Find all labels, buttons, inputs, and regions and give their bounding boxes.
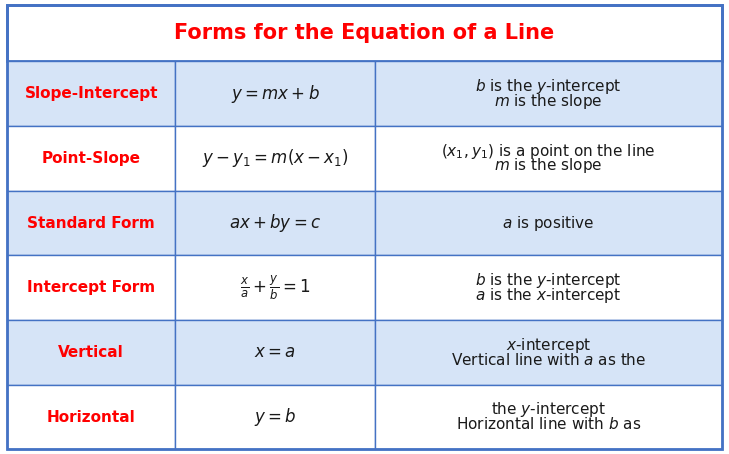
Text: Vertical: Vertical	[58, 345, 124, 360]
Bar	[175, 61, 375, 126]
Text: $a$ is the $x$-intercept: $a$ is the $x$-intercept	[475, 286, 622, 305]
Bar	[375, 385, 722, 449]
Text: $x = a$: $x = a$	[254, 344, 296, 361]
Bar	[175, 256, 375, 320]
Bar	[7, 256, 175, 320]
Text: $m$ is the slope: $m$ is the slope	[494, 92, 603, 111]
Text: $m$ is the slope: $m$ is the slope	[494, 156, 603, 175]
Bar	[7, 61, 175, 126]
Text: $ax+by = c$: $ax+by = c$	[229, 212, 321, 234]
Bar	[7, 385, 175, 449]
Bar	[175, 126, 375, 191]
Text: Horizontal: Horizontal	[47, 410, 136, 424]
Bar	[7, 5, 722, 61]
Text: $a$ is positive: $a$ is positive	[502, 214, 595, 232]
Text: Slope-Intercept: Slope-Intercept	[25, 86, 158, 101]
Bar	[375, 61, 722, 126]
Text: $b$ is the $y$-intercept: $b$ is the $y$-intercept	[475, 77, 622, 96]
Text: $y = b$: $y = b$	[254, 406, 297, 428]
Bar	[175, 191, 375, 256]
Text: $\frac{x}{a}+\frac{y}{b}=1$: $\frac{x}{a}+\frac{y}{b}=1$	[240, 273, 311, 302]
Bar	[7, 191, 175, 256]
Text: Point-Slope: Point-Slope	[42, 151, 141, 166]
Text: $y = mx+b$: $y = mx+b$	[231, 83, 319, 105]
Text: $b$ is the $y$-intercept: $b$ is the $y$-intercept	[475, 271, 622, 290]
Bar	[375, 256, 722, 320]
Bar	[375, 320, 722, 385]
Text: Vertical line with $a$ as the: Vertical line with $a$ as the	[451, 352, 646, 368]
Text: Standard Form: Standard Form	[28, 216, 155, 231]
Text: Horizontal line with $b$ as: Horizontal line with $b$ as	[456, 416, 641, 432]
Text: Forms for the Equation of a Line: Forms for the Equation of a Line	[174, 23, 555, 43]
Bar	[375, 126, 722, 191]
Bar	[7, 126, 175, 191]
Text: $(x_1, y_1)$ is a point on the line: $(x_1, y_1)$ is a point on the line	[441, 142, 655, 161]
Text: Intercept Form: Intercept Form	[27, 280, 155, 295]
Bar	[175, 385, 375, 449]
Text: $x$-intercept: $x$-intercept	[506, 336, 591, 355]
Text: $y-y_1 = m(x-x_1)$: $y-y_1 = m(x-x_1)$	[202, 148, 348, 169]
Text: the $y$-intercept: the $y$-intercept	[491, 400, 606, 419]
Bar	[175, 320, 375, 385]
Bar	[7, 320, 175, 385]
Bar	[375, 191, 722, 256]
